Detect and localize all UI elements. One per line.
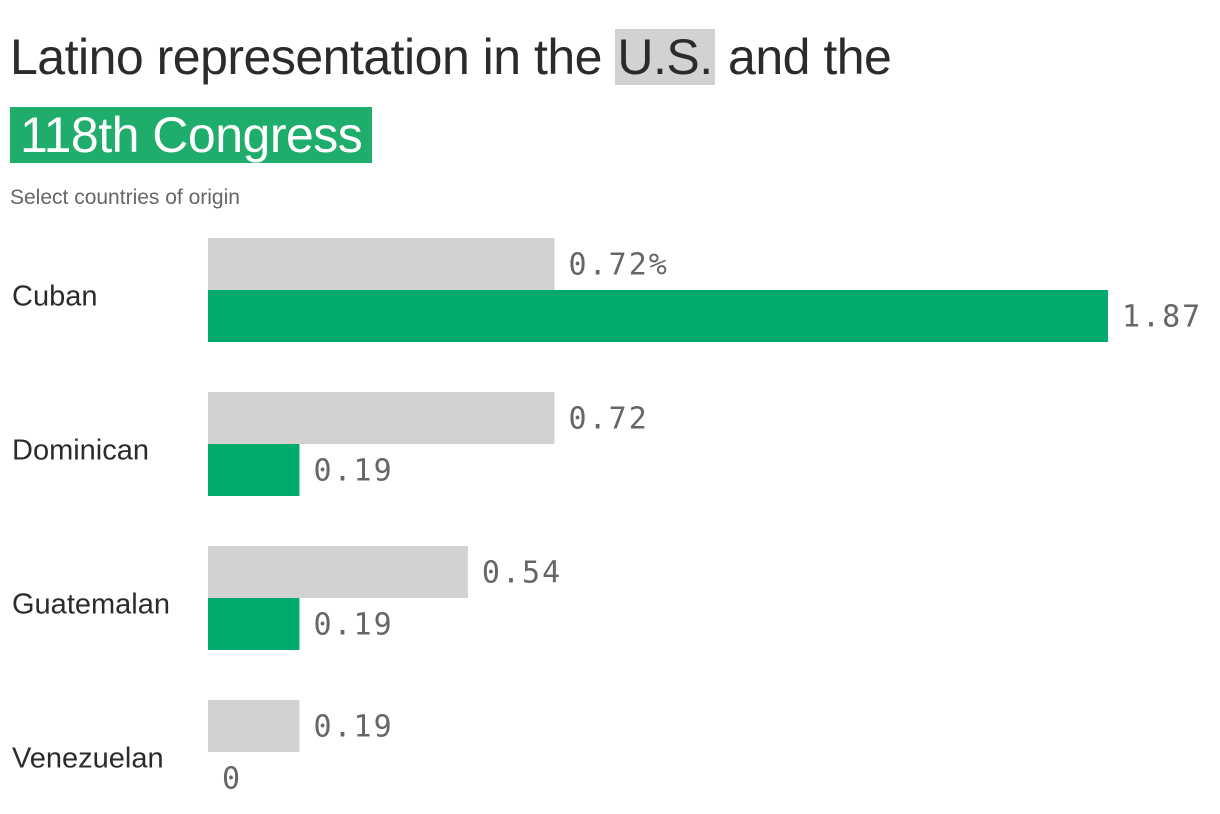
bar-congress-dominican bbox=[208, 444, 300, 496]
category-label-venezuelan: Venezuelan bbox=[12, 743, 164, 775]
bar-us-cuban bbox=[208, 238, 555, 290]
value-label-us-cuban: 0.72% bbox=[569, 248, 669, 283]
category-label-dominican: Dominican bbox=[12, 435, 149, 467]
value-label-us-guatemalan: 0.54 bbox=[482, 556, 562, 591]
title-congress-highlight: 118th Congress bbox=[10, 107, 373, 163]
value-label-congress-venezuelan: 0 bbox=[222, 762, 242, 797]
value-label-congress-cuban: 1.87 bbox=[1122, 300, 1202, 335]
value-label-congress-guatemalan: 0.19 bbox=[313, 608, 393, 643]
chart-subtitle: Select countries of origin bbox=[10, 186, 240, 209]
bar-us-dominican bbox=[208, 392, 555, 444]
value-label-us-dominican: 0.72 bbox=[569, 402, 649, 437]
bar-us-guatemalan bbox=[208, 546, 468, 598]
title-us-highlight: U.S. bbox=[615, 29, 715, 85]
chart-title: Latino representation in the U.S. and th… bbox=[10, 18, 1210, 174]
title-part1: Latino representation in the bbox=[10, 29, 616, 85]
title-part2: and the bbox=[714, 29, 892, 85]
bar-congress-guatemalan bbox=[208, 598, 300, 650]
category-label-guatemalan: Guatemalan bbox=[12, 589, 170, 621]
value-label-congress-dominican: 0.19 bbox=[313, 454, 393, 489]
category-label-cuban: Cuban bbox=[12, 281, 97, 313]
value-label-us-venezuelan: 0.19 bbox=[313, 710, 393, 745]
bar-us-venezuelan bbox=[208, 700, 300, 752]
bar-congress-cuban bbox=[208, 290, 1108, 342]
